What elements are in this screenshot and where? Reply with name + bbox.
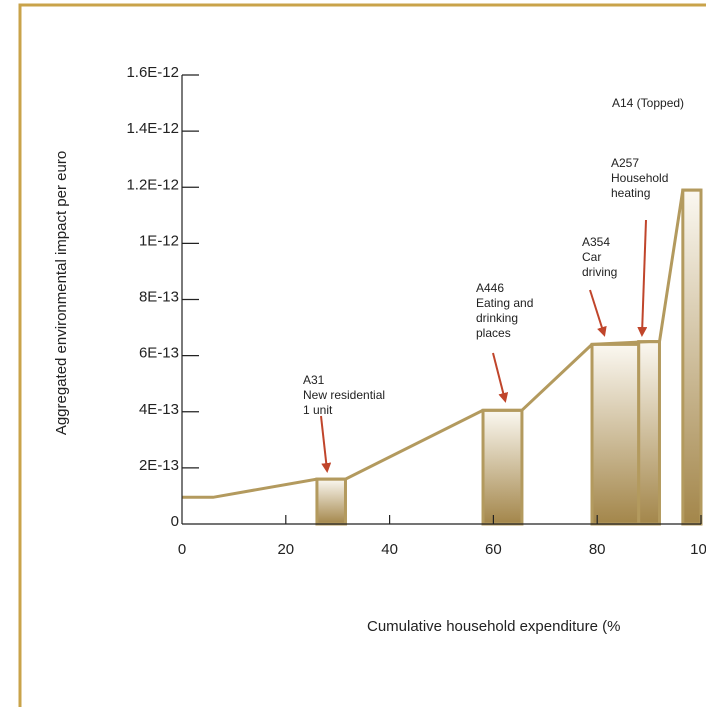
annotation-line: places <box>476 326 511 340</box>
annotation-line: A31 <box>303 373 325 387</box>
y-tick-label: 4E-13 <box>139 401 179 418</box>
y-tick-label: 1.6E-12 <box>126 64 179 81</box>
annotation-line: drinking <box>476 311 518 325</box>
annotation-a14: A14 (Topped) <box>612 96 684 110</box>
bar-a354 <box>590 342 641 526</box>
y-tick-label: 1E-12 <box>139 232 179 249</box>
y-tick-label: 1.4E-12 <box>126 120 179 137</box>
y-tick-label: 1.2E-12 <box>126 176 179 193</box>
annotation-arrow-a31 <box>320 415 332 473</box>
annotation-line: A446 <box>476 281 504 295</box>
x-axis-label: Cumulative household expenditure (% <box>367 618 620 635</box>
highlight-bars <box>315 188 703 526</box>
bar-a257 <box>637 340 661 526</box>
annotation-line: 1 unit <box>303 403 333 417</box>
x-tick-label: 20 <box>277 541 294 558</box>
annotation-line: Household <box>611 171 668 185</box>
y-tick-label: 0 <box>171 513 179 530</box>
x-tick-label: 10( <box>690 541 706 558</box>
annotation-line: A354 <box>582 235 610 249</box>
series-line <box>182 188 701 499</box>
y-ticks: 0 2E-13 4E-13 6E-13 8E-13 1E-12 1.2E-12 1.4E-12… <box>126 64 199 530</box>
annotation-arrow-a446 <box>492 352 509 403</box>
annotation-line: Eating and <box>476 296 533 310</box>
x-tick-label: 80 <box>589 541 606 558</box>
annotation-line: New residential <box>303 388 385 402</box>
page-border <box>18 3 706 707</box>
y-tick-label: 8E-13 <box>139 289 179 306</box>
bar-a446 <box>481 408 524 526</box>
annotation-arrow-a257 <box>637 219 648 337</box>
annotation-line: A14 (Topped) <box>612 96 684 110</box>
annotation-line: heating <box>611 186 650 200</box>
x-tick-label: 0 <box>178 541 186 558</box>
bar-a31 <box>315 477 347 526</box>
annotation-a257: A257 Household heating <box>611 156 668 200</box>
y-tick-label: 2E-13 <box>139 457 179 474</box>
annotation-line: driving <box>582 265 617 279</box>
x-ticks: 0 20 40 60 80 10( <box>178 515 706 558</box>
annotation-arrow-a354 <box>589 289 607 337</box>
annotation-line: Car <box>582 250 601 264</box>
annotation-a354: A354 Car driving <box>582 235 617 279</box>
y-axis-label: Aggregated environmental impact per euro <box>53 151 70 435</box>
y-tick-label: 6E-13 <box>139 345 179 362</box>
x-tick-label: 60 <box>485 541 502 558</box>
annotation-arrows <box>320 219 648 473</box>
annotation-line: A257 <box>611 156 639 170</box>
annotation-a446: A446 Eating and drinking places <box>476 281 533 340</box>
bar-a14 <box>681 188 703 526</box>
annotation-a31: A31 New residential 1 unit <box>303 373 385 417</box>
x-tick-label: 40 <box>381 541 398 558</box>
